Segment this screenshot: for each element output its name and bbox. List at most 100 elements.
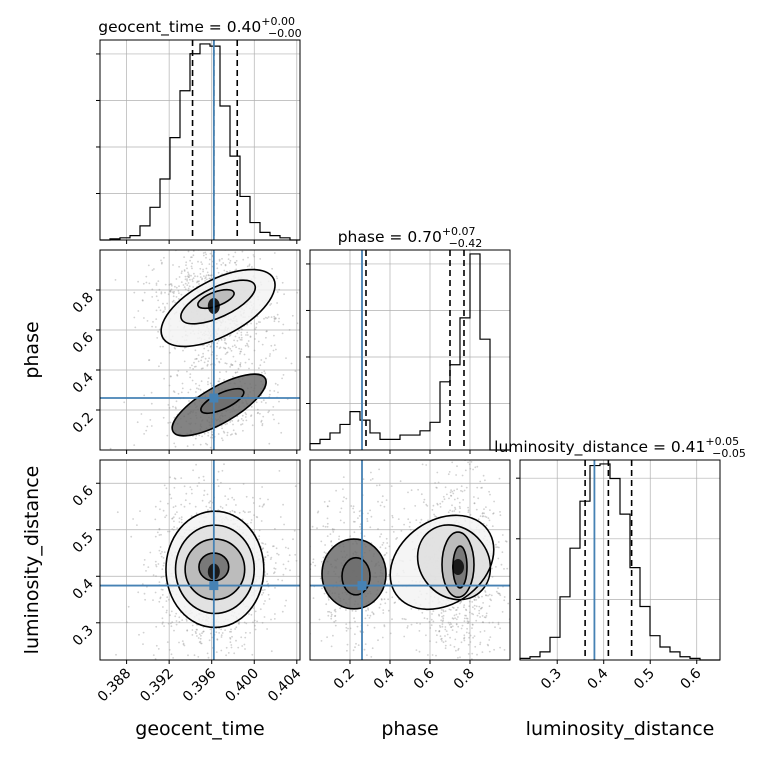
sample-point: [205, 278, 208, 281]
sample-point: [513, 657, 515, 659]
sample-point: [220, 263, 223, 266]
sample-point: [467, 643, 470, 646]
sample-point: [247, 256, 249, 259]
sample-point: [335, 489, 337, 492]
sample-point: [217, 271, 220, 274]
sample-point: [173, 290, 176, 293]
sample-point: [232, 423, 234, 426]
sample-point: [334, 624, 337, 627]
sample-point: [244, 412, 247, 414]
sample-point: [136, 421, 139, 424]
scatter-frame: [99, 459, 301, 661]
sample-point: [262, 415, 265, 418]
sample-point: [138, 633, 140, 636]
sample-point: [363, 648, 366, 651]
sample-point: [200, 380, 203, 383]
sample-point: [418, 650, 421, 653]
sample-point: [455, 474, 457, 476]
sample-point: [369, 479, 372, 481]
sample-point: [410, 489, 413, 492]
sample-point: [207, 238, 209, 240]
sample-point: [387, 609, 390, 612]
sample-point: [501, 611, 504, 613]
sample-point: [166, 302, 169, 305]
sample-point: [326, 522, 329, 525]
sample-point: [238, 621, 241, 623]
sample-point: [339, 607, 341, 610]
sample-point: [409, 521, 411, 524]
sample-point: [472, 468, 474, 471]
sample-point: [172, 657, 175, 659]
sample-point: [257, 340, 260, 343]
sample-point: [355, 642, 357, 645]
sample-point: [243, 353, 246, 356]
sample-point: [227, 454, 229, 456]
sample-point: [357, 644, 360, 646]
sample-point: [190, 274, 192, 277]
sample-point: [205, 256, 207, 259]
sample-point: [483, 663, 485, 665]
panel-title: phase = 0.70+0.07 −0.42: [338, 225, 483, 250]
sample-point: [168, 284, 171, 286]
sample-point: [250, 414, 253, 417]
sample-point: [240, 348, 243, 351]
sample-point: [191, 492, 193, 495]
sample-point: [235, 346, 238, 349]
y-tick-label: 0.5: [70, 529, 97, 556]
sample-point: [465, 486, 468, 489]
y-axis-label: phase: [21, 321, 43, 378]
sample-point: [204, 277, 207, 280]
sample-point: [503, 568, 505, 570]
sample-point: [266, 573, 269, 575]
sample-point: [490, 599, 492, 602]
scatter-panel-phase-luminosity_distance: [310, 460, 515, 693]
sample-point: [247, 511, 250, 513]
sample-point: [338, 538, 340, 540]
sample-point: [480, 607, 483, 610]
sample-point: [225, 270, 228, 273]
density-peak: [452, 558, 464, 575]
sample-point: [287, 547, 290, 550]
sample-point: [430, 624, 433, 626]
sample-point: [293, 529, 296, 532]
sample-point: [379, 546, 382, 549]
sample-point: [438, 624, 441, 627]
sample-point: [489, 509, 491, 511]
sample-point: [221, 507, 224, 509]
sample-point: [230, 349, 233, 352]
sample-point: [506, 567, 509, 570]
sample-point: [192, 250, 195, 252]
y-tick-label: 0.6: [70, 483, 97, 510]
sample-point: [437, 481, 440, 484]
sample-point: [324, 691, 326, 693]
sample-point: [188, 400, 190, 402]
sample-point: [165, 600, 168, 602]
sample-point: [220, 481, 222, 484]
sample-point: [193, 654, 196, 657]
sample-point: [451, 510, 454, 513]
sample-point: [245, 413, 248, 416]
sample-point: [256, 408, 259, 411]
sample-point: [221, 632, 224, 634]
hist-panel-geocent_time: geocent_time = 0.40+0.00 −0.00: [96, 15, 302, 244]
sample-point: [427, 519, 429, 522]
sample-point: [277, 320, 280, 323]
sample-point: [162, 575, 165, 578]
sample-point: [211, 341, 214, 344]
sample-point: [477, 595, 479, 597]
sample-point: [234, 335, 237, 338]
sample-point: [273, 334, 275, 337]
sample-point: [511, 588, 513, 590]
sample-point: [229, 259, 232, 262]
sample-point: [195, 382, 197, 385]
sample-point: [266, 628, 268, 630]
sample-point: [475, 598, 478, 601]
sample-point: [441, 640, 443, 642]
sample-point: [273, 418, 275, 421]
sample-point: [354, 620, 356, 623]
sample-point: [148, 359, 151, 361]
sample-point: [151, 269, 154, 271]
sample-point: [232, 665, 234, 667]
sample-point: [483, 512, 485, 515]
